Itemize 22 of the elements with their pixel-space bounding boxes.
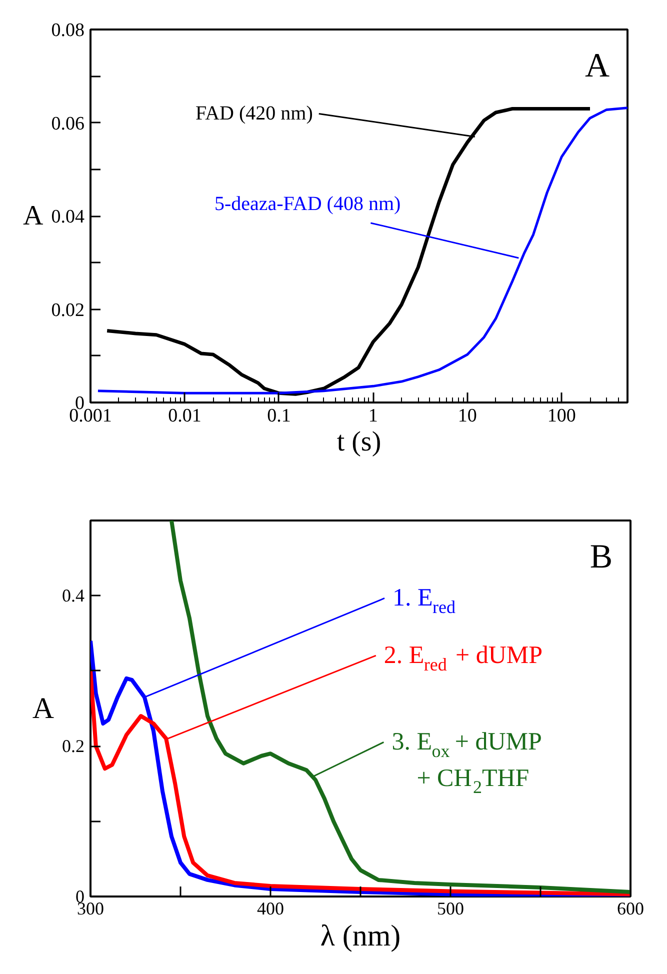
y-tick-label: 0.08 bbox=[51, 20, 84, 41]
y-tick-label: 0.06 bbox=[51, 113, 84, 134]
x-tick-label: 400 bbox=[257, 898, 284, 918]
x-axis-title: λ (nm) bbox=[320, 920, 401, 952]
y-axis-title: A bbox=[32, 692, 54, 725]
x-tick-label: 600 bbox=[617, 898, 644, 918]
x-tick-label: 1 bbox=[368, 406, 378, 426]
y-tick-label: 0.02 bbox=[51, 300, 84, 321]
annotation: A bbox=[584, 48, 610, 84]
x-tick-label: 0.1 bbox=[267, 406, 291, 426]
x-tick-label: 500 bbox=[437, 898, 464, 918]
y-tick-label: 0.04 bbox=[51, 206, 85, 228]
annotation: FAD (420 nm) bbox=[195, 102, 313, 125]
x-axis-title: t (s) bbox=[336, 426, 382, 458]
y-axis-title: A bbox=[23, 200, 44, 232]
annotation: 5-deaza-FAD (408 nm) bbox=[214, 192, 401, 215]
x-tick-label: 100 bbox=[547, 406, 576, 426]
x-tick-label: 10 bbox=[458, 406, 477, 426]
x-tick-label: 0.01 bbox=[168, 406, 202, 426]
y-tick-label: 0.4 bbox=[62, 586, 84, 606]
annotation: B bbox=[590, 538, 613, 576]
y-tick-label: 0.2 bbox=[62, 736, 84, 756]
